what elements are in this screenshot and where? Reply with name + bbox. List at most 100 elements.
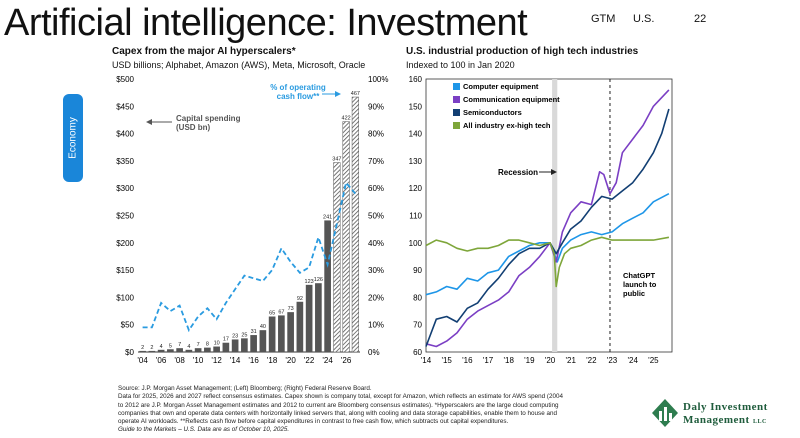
production-chart: 60 70 80 90 100 110 120 130 140 150 160 '14 '15 '16 '1…	[409, 75, 673, 365]
capex-bar	[157, 349, 165, 352]
footer-line: to 2012 are J.P. Morgan Asset Management…	[118, 401, 559, 409]
footer-notes: Source: J.P. Morgan Asset Management; (L…	[118, 385, 678, 435]
capex-data-label: 2	[141, 345, 144, 351]
capex-bar	[213, 346, 220, 352]
left-axis-tick: $50	[121, 321, 135, 330]
x-tick-label: '26	[341, 356, 352, 365]
right-axis-tick: 100%	[368, 75, 388, 84]
capex-bar	[176, 348, 183, 352]
y-tick-label: 130	[409, 157, 423, 166]
left-axis-tick: $400	[116, 130, 134, 139]
header-gtm: GTM	[591, 13, 616, 25]
capex-data-label: 67	[278, 309, 284, 315]
header-region: U.S.	[633, 13, 655, 25]
x-tick-label: '19	[524, 356, 535, 365]
x-tick-label: '22	[586, 356, 597, 365]
ocf-annotation: % of operating	[270, 83, 326, 92]
y-tick-label: 150	[409, 102, 423, 111]
left-chart-title: Capex from the major AI hyperscalers*	[112, 46, 296, 57]
right-axis-tick: 50%	[368, 212, 384, 221]
x-tick-label: '08	[174, 356, 185, 365]
capex-bar	[222, 342, 230, 352]
capex-bar	[167, 349, 174, 352]
plot-frame	[425, 78, 673, 353]
legend-swatch	[453, 109, 460, 116]
capex-bar	[333, 162, 341, 353]
chatgpt-annotation: ChatGPT	[623, 271, 656, 280]
legend-swatch	[453, 96, 460, 103]
page-title: Artificial intelligence: Investment	[4, 2, 528, 44]
logo-mark-icon	[652, 399, 678, 427]
company-logo: Daly Investment Management LLC	[650, 395, 800, 435]
capex-data-label: 92	[297, 296, 303, 302]
capex-data-label: 7	[178, 342, 181, 348]
legend-label: All industry ex-high tech	[463, 121, 551, 130]
x-tick-label: '14	[421, 356, 432, 365]
capex-chart: $0 $50 $100 $150 $200 $250 $300 $350 $400 $450 $50…	[116, 75, 388, 365]
y-tick-label: 70	[413, 321, 422, 330]
left-axis-tick: $200	[116, 239, 134, 248]
capex-data-label: 73	[288, 306, 294, 312]
y-tick-label: 80	[413, 293, 422, 302]
footer-line: Source: J.P. Morgan Asset Management; (L…	[118, 385, 372, 392]
capex-data-label: 7	[197, 342, 200, 348]
right-chart-title: U.S. industrial production of high tech …	[406, 46, 639, 57]
y-tick-label: 160	[409, 75, 423, 84]
x-tick-label: '14	[230, 356, 241, 365]
capex-bar	[185, 349, 193, 352]
x-tick-label: '20	[285, 356, 296, 365]
x-tick-label: '15	[441, 356, 452, 365]
footer-line: operate AI workloads. **Reflects cash fl…	[118, 418, 509, 426]
x-tick-label: '18	[267, 356, 278, 365]
right-axis-tick: 90%	[368, 102, 384, 111]
y-tick-label: 110	[409, 212, 422, 221]
capex-data-label: 347	[332, 157, 341, 163]
capex-bar	[194, 348, 202, 352]
capex-data-label: 4	[160, 344, 163, 350]
recession-arrowhead	[551, 169, 557, 175]
capex-bar	[204, 347, 211, 352]
capex-data-label: 5	[169, 343, 172, 349]
capex-data-label: 467	[351, 91, 360, 97]
y-tick-label: 100	[409, 239, 423, 248]
right-axis-tick: 40%	[368, 239, 384, 248]
capex-data-label: 8	[206, 342, 209, 348]
legend-label: Semiconductors	[463, 108, 522, 117]
capex-bar	[139, 350, 146, 352]
x-tick-label: '17	[483, 356, 494, 365]
right-axis-tick: 80%	[368, 130, 384, 139]
left-axis-tick: $350	[116, 157, 134, 166]
right-chart-subtitle: Indexed to 100 in Jan 2020	[406, 60, 515, 70]
capex-data-label: 123	[305, 279, 314, 285]
left-axis-tick: $100	[116, 293, 134, 302]
ocf-annotation: cash flow**	[277, 92, 321, 101]
x-tick-label: '12	[211, 356, 222, 365]
capex-data-label: 126	[314, 277, 323, 283]
footer-line: companies that own and operate data cent…	[118, 409, 557, 417]
left-axis-tick: $250	[116, 212, 134, 221]
capex-data-label: 17	[223, 337, 229, 343]
capex-bar	[342, 121, 350, 353]
right-axis-tick: 70%	[368, 157, 384, 166]
recession-label: Recession	[498, 168, 538, 177]
legend-label: Communication equipment	[463, 95, 560, 104]
legend-label: Computer equipment	[463, 82, 539, 91]
capex-data-label: 25	[241, 332, 247, 338]
recession-band	[552, 79, 558, 352]
x-tick-label: '16	[248, 356, 259, 365]
economy-side-tab[interactable]: Economy	[63, 94, 83, 182]
footer-line: Guide to the Markets – U.S. Data are as …	[118, 426, 290, 434]
left-axis-tick: $300	[116, 184, 134, 193]
capex-bar	[278, 315, 285, 352]
left-axis-tick: $500	[116, 75, 134, 84]
capex-bar	[231, 339, 239, 352]
x-tick-label: '16	[462, 356, 473, 365]
capex-data-label: 40	[260, 324, 266, 330]
x-tick-label: '10	[193, 356, 204, 365]
capex-data-label: 4	[187, 344, 190, 350]
logo-text-line2: Management LLC	[683, 414, 767, 426]
capex-bar	[287, 312, 294, 352]
left-chart-subtitle: USD billions; Alphabet, Amazon (AWS), Me…	[112, 60, 366, 70]
capex-bar	[305, 284, 313, 352]
capex-data-label: 65	[269, 311, 275, 317]
